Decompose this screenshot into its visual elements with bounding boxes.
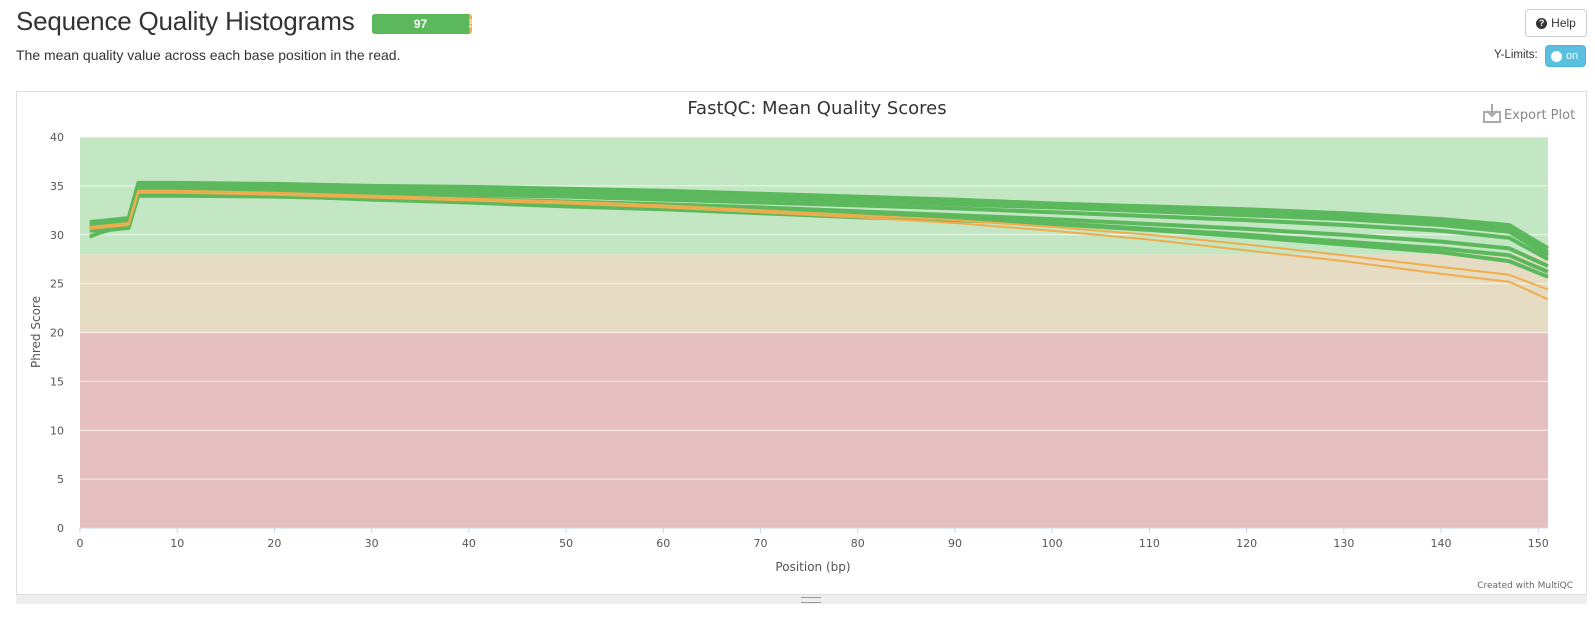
help-button-label: Help (1551, 16, 1576, 30)
x-tick-label-20: 20 (267, 537, 281, 550)
x-tick-label-0: 0 (77, 537, 84, 550)
x-tick-label-130: 130 (1333, 537, 1354, 550)
y-tick-label-30: 30 (50, 229, 64, 242)
y-tick-label-15: 15 (50, 375, 64, 388)
y-tick-label-25: 25 (50, 278, 64, 291)
y-tick-label-10: 10 (50, 424, 64, 437)
status-pass-count[interactable]: 97 (372, 14, 469, 34)
multiqc-credit: Created with MultiQC (1477, 581, 1573, 591)
x-tick-label-10: 10 (170, 537, 184, 550)
question-circle-icon: ? (1536, 17, 1548, 29)
y-axis-label: Phred Score (29, 296, 43, 368)
x-tick-label-30: 30 (365, 537, 379, 550)
plot-resize-handle[interactable] (16, 594, 1587, 604)
x-tick-label-40: 40 (462, 537, 476, 550)
download-icon (1483, 104, 1501, 123)
x-tick-label-50: 50 (559, 537, 573, 550)
export-plot-button[interactable]: Export Plot (1483, 104, 1575, 123)
series-line-pass-6[interactable] (88, 192, 1549, 279)
y-tick-label-20: 20 (50, 327, 64, 340)
status-progress-bar[interactable]: 97 3 (372, 14, 472, 34)
x-tick-label-120: 120 (1236, 537, 1257, 550)
y-tick-label-0: 0 (57, 522, 64, 535)
series-line-warn-8[interactable] (89, 189, 1549, 291)
y-tick-label-40: 40 (50, 131, 64, 144)
export-plot-label: Export Plot (1504, 108, 1575, 123)
x-tick-label-90: 90 (948, 537, 962, 550)
ylimits-toggle-label: on (1566, 50, 1579, 62)
help-button[interactable]: ? Help (1525, 9, 1587, 37)
quality-band-1 (80, 254, 1548, 333)
x-axis-label: Position (bp) (775, 560, 850, 574)
page-title: Sequence Quality Histograms (16, 6, 355, 36)
x-tick-label-70: 70 (754, 537, 768, 550)
series-line-warn-7[interactable] (89, 191, 1549, 301)
x-tick-label-140: 140 (1431, 537, 1452, 550)
toggle-knob (1551, 50, 1562, 62)
ylimits-label: Y-Limits: (1494, 49, 1538, 61)
x-tick-label-110: 110 (1139, 537, 1160, 550)
x-tick-label-150: 150 (1528, 537, 1549, 550)
resize-grip-icon (801, 597, 821, 603)
y-tick-label-5: 5 (57, 473, 64, 486)
x-tick-label-100: 100 (1042, 537, 1063, 550)
y-tick-label-35: 35 (50, 180, 64, 193)
ylimits-toggle[interactable]: on (1545, 45, 1586, 67)
status-warn-count[interactable]: 3 (469, 14, 472, 34)
chart-title: FastQC: Mean Quality Scores (687, 98, 946, 119)
section-description: The mean quality value across each base … (16, 47, 401, 63)
x-tick-label-80: 80 (851, 537, 865, 550)
x-tick-label-60: 60 (656, 537, 670, 550)
